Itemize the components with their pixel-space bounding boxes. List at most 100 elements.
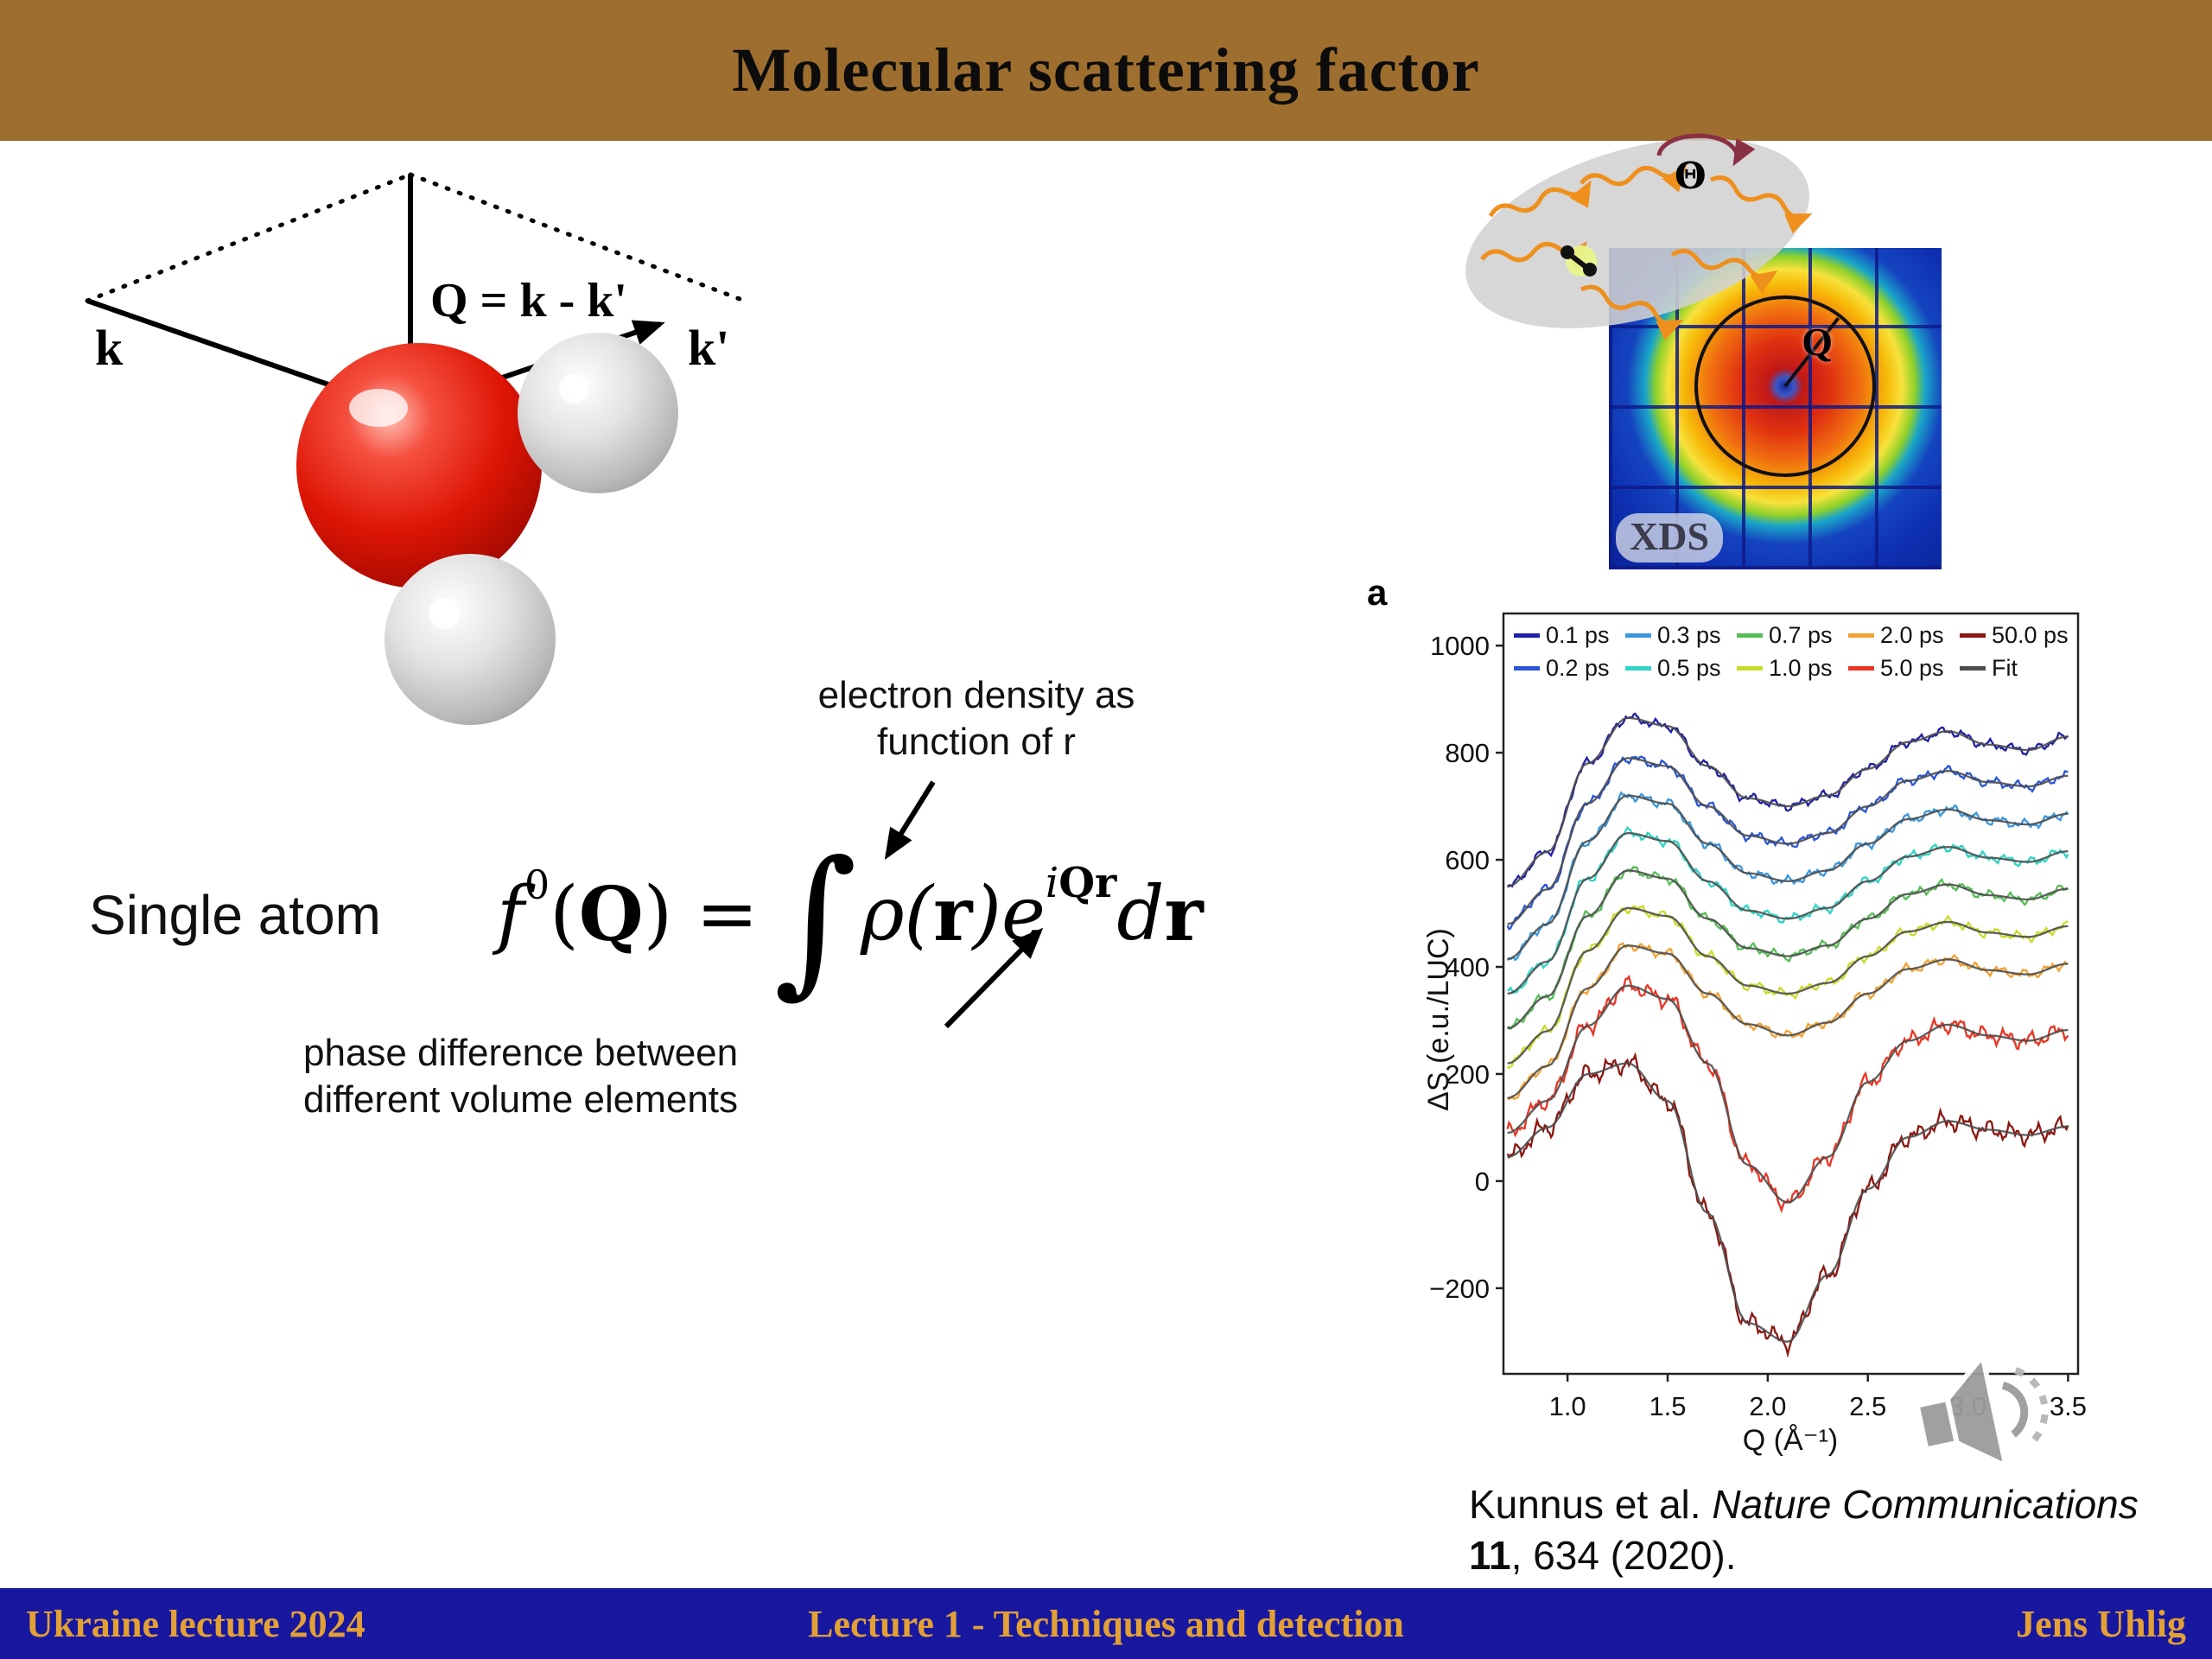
difference-scattering-chart: ΔS (e.u./LUC) Q (Å⁻¹) −200 0 200 400 600 800 1… xyxy=(1417,596,2100,1460)
x-axis-label: Q (Å⁻¹) xyxy=(1743,1424,1838,1457)
legend-swatch xyxy=(1514,665,1540,671)
legend-item-1-0-ps: 1.0 ps xyxy=(1737,652,1848,684)
oxygen-sphere xyxy=(296,343,542,588)
chart-panel-label: a xyxy=(1367,572,1388,613)
slide-title-bar: Molecular scattering factor xyxy=(0,0,2212,141)
svg-text:400: 400 xyxy=(1445,952,1490,982)
svg-text:1.0: 1.0 xyxy=(1549,1391,1586,1421)
electron-density-annotation: electron density as function of r xyxy=(817,674,1135,763)
formula-r: r xyxy=(933,870,973,958)
annotation-arrow-bottom xyxy=(944,927,1044,1029)
legend-swatch xyxy=(1848,665,1874,671)
legend-item-5-0-ps: 5.0 ps xyxy=(1848,652,1960,684)
formula-exp-Qr: Qr xyxy=(1058,859,1117,907)
hydrogen-highlight xyxy=(429,598,460,629)
k-label: k xyxy=(95,320,124,376)
legend-item-0-3-ps: 0.3 ps xyxy=(1625,619,1737,652)
oxygen-highlight xyxy=(349,389,408,427)
svg-text:800: 800 xyxy=(1445,738,1490,768)
fit-line xyxy=(1507,906,2069,1065)
citation-journal: Nature Communications xyxy=(1712,1482,2139,1527)
svg-text:2.5: 2.5 xyxy=(1849,1391,1886,1421)
q-ring-annotation xyxy=(1694,295,1877,477)
series-2-0-ps xyxy=(1506,942,2069,1101)
footer-lecture-title: Lecture 1 - Techniques and detection xyxy=(808,1602,1404,1645)
theta-label: Θ xyxy=(1675,155,1707,197)
sound-wave xyxy=(2014,1367,2049,1446)
formula-d: d xyxy=(1116,871,1165,957)
formula-rho: ρ( xyxy=(860,871,934,957)
citation-volume: 11 xyxy=(1469,1532,1511,1578)
legend-swatch xyxy=(1514,632,1540,638)
hydrogen-sphere xyxy=(518,333,678,493)
single-atom-label: Single atom xyxy=(89,884,381,946)
fit-line xyxy=(1507,831,2069,995)
hydrogen-highlight xyxy=(559,374,588,404)
sound-wave xyxy=(2001,1381,2029,1438)
phase-difference-annotation: phase difference between different volum… xyxy=(303,1032,739,1121)
legend-item-50-0-ps: 50.0 ps xyxy=(1960,619,2071,652)
legend-label: 0.5 ps xyxy=(1657,654,1721,681)
legend-item-Fit: Fit xyxy=(1960,652,2071,684)
formula-sup0: 0 xyxy=(524,861,550,908)
svg-text:2.0: 2.0 xyxy=(1749,1391,1786,1421)
legend-item-0-2-ps: 0.2 ps xyxy=(1514,652,1625,684)
scattering-vector-diagram: k k' Q = k - k' xyxy=(85,172,742,725)
annotation-arrow-top xyxy=(884,780,936,861)
series-0-7-ps xyxy=(1507,865,2069,1031)
footer-bar: Ukraine lecture 2024 Lecture 1 - Techniq… xyxy=(0,1588,2212,1659)
formula-equals: ) = xyxy=(643,871,759,957)
legend-swatch xyxy=(1960,665,1986,671)
fit-line xyxy=(1507,1062,2069,1343)
fit-line xyxy=(1507,794,2069,960)
series-0-2-ps xyxy=(1506,755,2069,931)
y-axis-label: ΔS (e.u./LUC) xyxy=(1422,928,1455,1111)
formula-f: f xyxy=(497,871,524,957)
molecule-atom-icon xyxy=(1560,245,1574,259)
formula-paren: ( xyxy=(550,871,579,957)
sample-blob xyxy=(1465,138,1809,328)
k-prime-label: k' xyxy=(688,320,729,376)
legend-swatch xyxy=(1625,665,1651,671)
legend-label: 50.0 ps xyxy=(1992,621,2069,648)
legend-item-0-5-ps: 0.5 ps xyxy=(1625,652,1737,684)
legend-item-0-7-ps: 0.7 ps xyxy=(1737,619,1848,652)
formula-Q: Q xyxy=(578,870,644,958)
fit-line xyxy=(1507,984,2069,1204)
legend-swatch xyxy=(1625,632,1651,638)
svg-text:0: 0 xyxy=(1475,1166,1490,1197)
formula-exp-i: i xyxy=(1045,859,1059,907)
legend-label: 2.0 ps xyxy=(1880,621,1944,648)
fit-line xyxy=(1507,716,2069,888)
series-5-0-ps xyxy=(1506,975,2069,1214)
dotted-edge-left xyxy=(85,172,413,303)
q-equation-label: Q = k - k' xyxy=(430,274,627,327)
citation-authors: Kunnus et al. xyxy=(1469,1482,1713,1527)
legend-label: Fit xyxy=(1992,654,2018,681)
legend-swatch xyxy=(1848,632,1874,638)
legend-label: 1.0 ps xyxy=(1769,654,1833,681)
legend-item-2-0-ps: 2.0 ps xyxy=(1848,619,1960,652)
audio-speaker-icon[interactable] xyxy=(1872,1313,2086,1520)
svg-text:200: 200 xyxy=(1445,1059,1490,1090)
fit-line xyxy=(1507,869,2069,1030)
q-ring-label: Q xyxy=(1802,319,1834,364)
legend-label: 0.3 ps xyxy=(1657,621,1721,648)
legend-label: 0.7 ps xyxy=(1769,621,1833,648)
slide-title: Molecular scattering factor xyxy=(732,35,1480,105)
series-0-3-ps xyxy=(1506,791,2069,962)
legend-swatch xyxy=(1737,665,1763,671)
legend-swatch xyxy=(1737,632,1763,638)
svg-text:600: 600 xyxy=(1445,845,1490,875)
legend-item-0-1-ps: 0.1 ps xyxy=(1514,619,1625,652)
footer-course: Ukraine lecture 2024 xyxy=(26,1602,365,1645)
sample-scattering-illustration: Θ xyxy=(1465,133,2005,363)
svg-text:−200: −200 xyxy=(1429,1274,1490,1304)
svg-text:3.5: 3.5 xyxy=(2050,1391,2087,1421)
citation-rest: , 634 (2020). xyxy=(1510,1532,1737,1578)
fit-line xyxy=(1507,757,2069,925)
xds-label: XDS xyxy=(1616,513,1724,563)
molecule-atom-icon xyxy=(1583,263,1597,276)
scattering-factor-formula: f 0(Q) = ∫ ρ(r)e iQr d r xyxy=(497,826,1204,1013)
